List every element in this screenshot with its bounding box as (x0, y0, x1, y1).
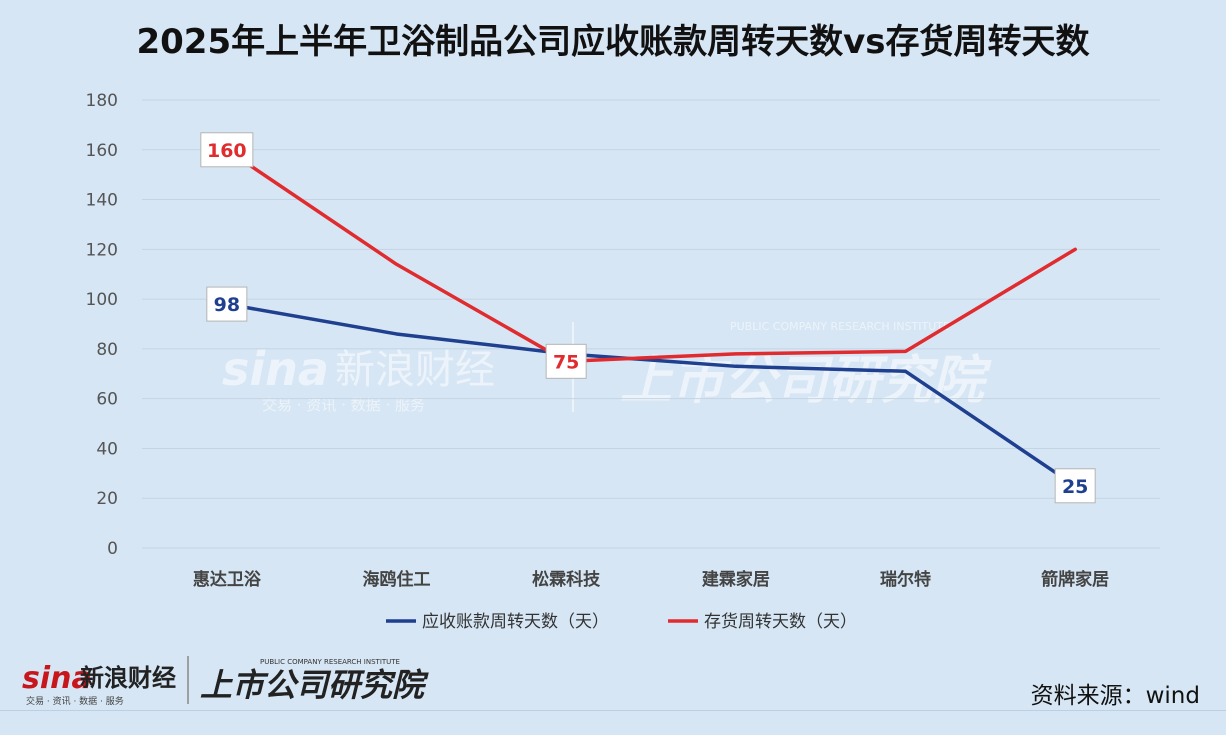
footer-institute-name: 上市公司研究院 (200, 666, 429, 704)
data-label: 75 (545, 343, 587, 379)
data-label-text: 160 (207, 140, 247, 162)
y-tick-label: 80 (96, 340, 118, 360)
chart-title: 2025年上半年卫浴制品公司应收账款周转天数vs存货周转天数 (136, 22, 1090, 62)
data-label: 25 (1054, 468, 1096, 504)
data-label-text: 25 (1062, 476, 1088, 498)
footer-logo-graphic: sina 新浪财经 交易 · 资讯 · 数据 · 服务 PUBLIC COMPA… (22, 656, 429, 707)
data-label: 160 (200, 132, 254, 168)
data-point (904, 369, 907, 373)
source-note: 资料来源：wind (1030, 683, 1200, 709)
legend-label: 存货周转天数（天） (704, 612, 857, 632)
x-axis: 惠达卫浴 海鸥住工 松霖科技 建霖家居 瑞尔特 箭牌家居 (193, 569, 1109, 590)
data-label-box (545, 343, 587, 379)
bottom-bar (0, 710, 1226, 735)
data-point (395, 262, 398, 266)
data-label: 98 (206, 286, 248, 322)
y-tick-label: 20 (96, 489, 118, 509)
y-tick-label: 120 (86, 240, 118, 260)
watermark-institute-en: PUBLIC COMPANY RESEARCH INSTITUTE (730, 320, 950, 333)
y-tick-label: 0 (107, 539, 118, 559)
x-tick-label: 海鸥住工 (363, 569, 431, 590)
data-label-text: 98 (214, 294, 240, 316)
data-label-text: 75 (553, 351, 579, 373)
legend-label: 应收账款周转天数（天） (422, 612, 609, 632)
legend: 应收账款周转天数（天） 存货周转天数（天） (386, 612, 857, 632)
gridlines (142, 99, 1160, 549)
watermark: sina 新浪财经 交易 · 资讯 · 数据 · 服务 PUBLIC COMPA… (222, 320, 992, 414)
x-tick-label: 瑞尔特 (880, 569, 931, 590)
footer-sina-tagline: 交易 · 资讯 · 数据 · 服务 (26, 695, 124, 707)
watermark-sina-logo: sina (222, 342, 329, 396)
data-labels: 160 98 75 25 (200, 132, 1096, 504)
y-axis: 0 20 40 60 80 100 120 140 160 180 (86, 91, 118, 559)
x-tick-label: 建霖家居 (702, 569, 770, 590)
x-tick-label: 松霖科技 (532, 569, 601, 590)
series-line-1 (225, 148, 1077, 364)
data-label-box (1054, 468, 1096, 504)
watermark-institute-name: 上市公司研究院 (620, 351, 992, 411)
data-point (1073, 247, 1077, 251)
footer-institute-en: PUBLIC COMPANY RESEARCH INSTITUTE (260, 658, 400, 666)
footer-sina-name: 新浪财经 (80, 664, 176, 692)
y-tick-label: 60 (96, 390, 118, 410)
data-label-box (206, 286, 248, 322)
legend-item-1: 存货周转天数（天） (668, 612, 857, 632)
x-tick-label: 惠达卫浴 (193, 569, 262, 590)
data-point (734, 352, 738, 356)
y-tick-label: 100 (86, 290, 118, 310)
watermark-sina-tagline: 交易 · 资讯 · 数据 · 服务 (262, 396, 425, 414)
data-point (904, 349, 907, 353)
x-tick-label: 箭牌家居 (1041, 569, 1109, 590)
y-tick-label: 40 (96, 439, 118, 459)
y-tick-label: 160 (86, 141, 118, 161)
footer-sina-logo: sina (22, 661, 92, 696)
legend-item-0: 应收账款周转天数（天） (386, 612, 609, 632)
watermark-sina-name: 新浪财经 (335, 347, 495, 393)
y-tick-label: 140 (86, 191, 118, 211)
y-tick-label: 180 (86, 91, 118, 111)
series-line-0 (225, 302, 1077, 488)
data-point (734, 364, 738, 368)
data-point (395, 332, 398, 336)
footer-logo: sina 新浪财经 交易 · 资讯 · 数据 · 服务 PUBLIC COMPA… (22, 652, 442, 708)
data-label-box (200, 132, 254, 168)
